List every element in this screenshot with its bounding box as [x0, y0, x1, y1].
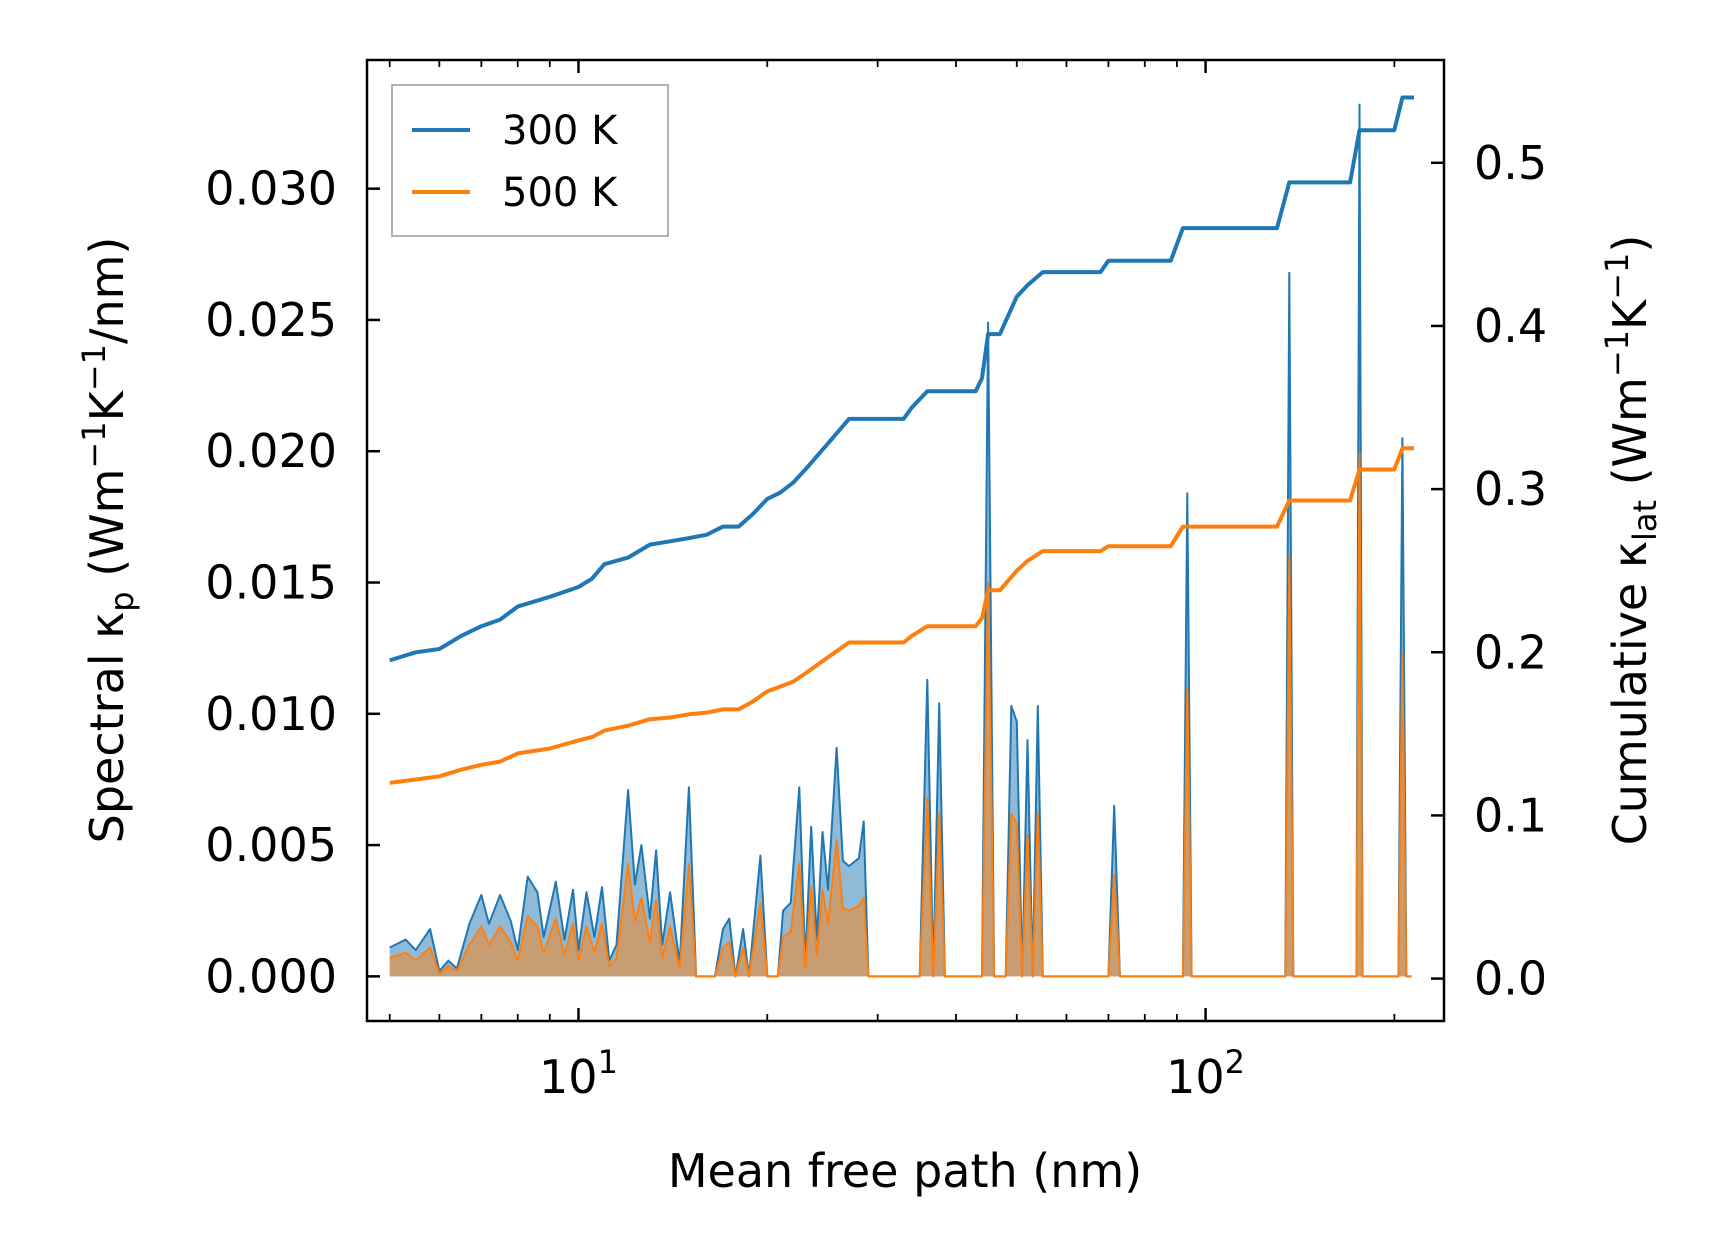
- x-tick-label: 101: [539, 1043, 618, 1104]
- y-right-tick-label: 0.2: [1474, 625, 1547, 679]
- y-right-tick-label: 0.5: [1474, 136, 1547, 190]
- legend-box: [391, 84, 669, 237]
- y-axis-left-label: Spectral κp (Wm−1K−1/nm): [75, 237, 141, 844]
- cumulative-lines: [389, 95, 1414, 785]
- y-left-tick-label: 0.025: [205, 293, 337, 347]
- x-tick-label: 102: [1166, 1043, 1245, 1104]
- y-left-tick-label: 0.005: [205, 818, 337, 872]
- legend-label-500k: 500 K: [502, 170, 619, 216]
- plot-frame: [365, 58, 1446, 1023]
- legend-label-300k: 300 K: [502, 108, 619, 154]
- tick-labels: 101 102 0.000 0.005 0.010 0.015 0.020 0.025 0.03…: [205, 136, 1547, 1104]
- spectral-line-500k: [389, 452, 1412, 978]
- y-right-tick-label: 0.0: [1474, 952, 1547, 1006]
- spectral-lines: [389, 103, 1412, 978]
- y-right-tick-label: 0.1: [1474, 788, 1547, 842]
- cumulative-line-300k: [389, 95, 1414, 663]
- spectral-fill-500k: [389, 453, 1412, 977]
- ticks: [367, 60, 1444, 1021]
- legend: 300 K 500 K: [391, 84, 669, 237]
- y-left-tick-label: 0.000: [205, 949, 337, 1003]
- x-axis-label: Mean free path (nm): [668, 1144, 1142, 1198]
- y-right-tick-label: 0.3: [1474, 462, 1547, 516]
- cumulative-line-500k: [389, 446, 1414, 785]
- y-right-tick-label: 0.4: [1474, 299, 1547, 353]
- y-left-tick-label: 0.015: [205, 556, 337, 610]
- y-left-tick-label: 0.030: [205, 162, 337, 216]
- y-left-tick-label: 0.020: [205, 424, 337, 478]
- y-axis-right-label: Cumulative κlat (Wm−1K−1): [1598, 235, 1664, 846]
- y-left-tick-label: 0.010: [205, 687, 337, 741]
